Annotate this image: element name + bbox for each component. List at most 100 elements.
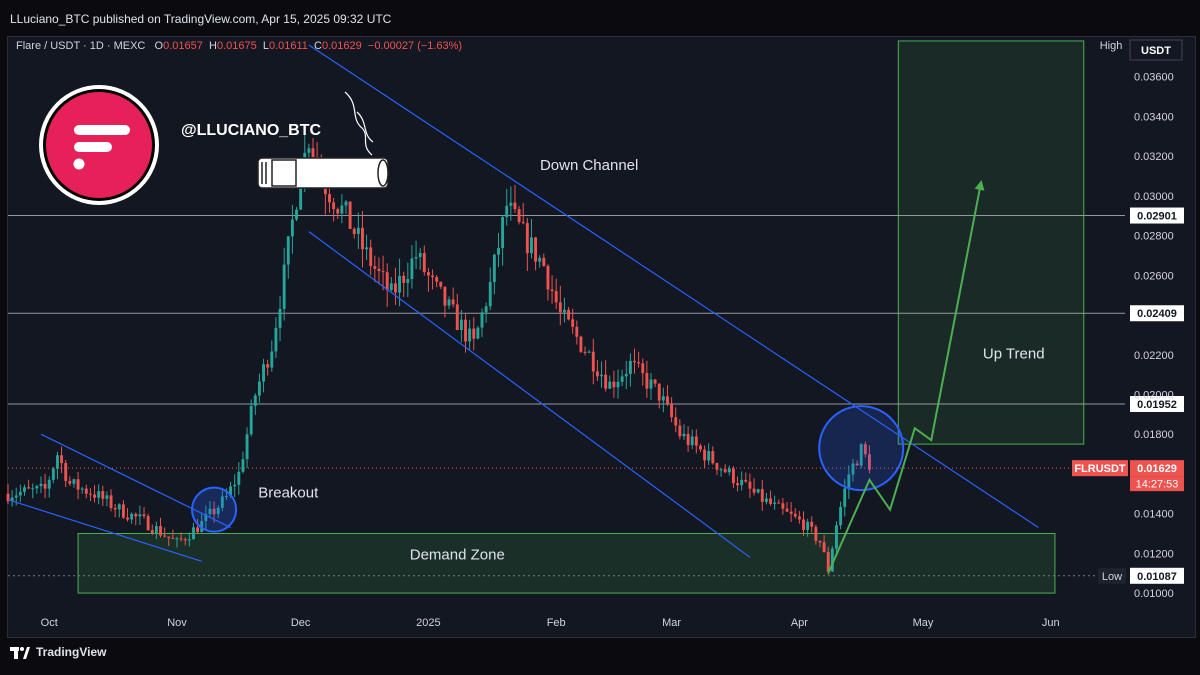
candle[interactable] (373, 255, 377, 283)
candle[interactable] (381, 255, 385, 291)
candle[interactable] (150, 524, 154, 536)
candle[interactable] (113, 504, 117, 518)
candle[interactable] (443, 286, 447, 318)
candle[interactable] (105, 491, 109, 507)
candle[interactable] (595, 360, 599, 381)
candle[interactable] (694, 429, 698, 454)
candle[interactable] (101, 485, 105, 506)
candle[interactable] (134, 512, 138, 526)
down-channel-upper-line[interactable] (308, 44, 1039, 529)
candle[interactable] (126, 508, 129, 522)
candle[interactable] (377, 257, 381, 285)
candle[interactable] (670, 397, 674, 423)
candle[interactable] (769, 490, 772, 506)
candle[interactable] (237, 462, 241, 495)
candle[interactable] (863, 441, 867, 458)
candle[interactable] (517, 205, 521, 225)
candle[interactable] (513, 184, 517, 213)
candle[interactable] (628, 353, 632, 387)
candle[interactable] (760, 480, 764, 511)
candle[interactable] (488, 267, 492, 311)
candle[interactable] (175, 536, 179, 548)
candle[interactable] (546, 264, 550, 301)
candle[interactable] (868, 445, 871, 474)
candle[interactable] (418, 247, 422, 270)
candle[interactable] (645, 360, 649, 398)
candle[interactable] (459, 309, 463, 343)
candle[interactable] (167, 536, 171, 546)
candle[interactable] (76, 471, 80, 500)
candle[interactable] (843, 479, 847, 517)
candle[interactable] (674, 407, 678, 433)
candle[interactable] (785, 501, 789, 513)
candle[interactable] (84, 484, 88, 499)
candle[interactable] (295, 206, 298, 222)
candle[interactable] (476, 326, 480, 340)
candle[interactable] (402, 271, 406, 298)
candle[interactable] (262, 358, 265, 393)
candle[interactable] (703, 445, 707, 468)
candle[interactable] (278, 295, 282, 342)
candle[interactable] (431, 269, 434, 290)
candle[interactable] (410, 245, 414, 289)
candle[interactable] (233, 474, 237, 498)
candle[interactable] (826, 546, 830, 575)
candle[interactable] (80, 486, 84, 494)
candle[interactable] (464, 314, 467, 353)
candle[interactable] (777, 499, 781, 504)
candle[interactable] (711, 446, 715, 465)
candle[interactable] (93, 485, 96, 503)
candle[interactable] (748, 473, 752, 499)
candle[interactable] (109, 489, 113, 512)
candle[interactable] (686, 426, 690, 452)
candle[interactable] (633, 348, 636, 374)
candle[interactable] (637, 351, 641, 368)
candle[interactable] (608, 375, 612, 390)
early-channel-upper-line[interactable] (40, 433, 231, 529)
candle[interactable] (385, 263, 389, 307)
candle[interactable] (468, 319, 472, 351)
candle[interactable] (781, 498, 785, 515)
candle[interactable] (666, 385, 669, 407)
candle[interactable] (550, 275, 554, 304)
candle[interactable] (257, 373, 261, 403)
candle[interactable] (47, 476, 51, 498)
candle[interactable] (130, 512, 134, 524)
candle[interactable] (835, 521, 838, 555)
candle[interactable] (179, 532, 183, 542)
candle[interactable] (822, 534, 826, 553)
candle[interactable] (521, 202, 525, 225)
candle[interactable] (23, 484, 26, 496)
candle[interactable] (183, 537, 187, 546)
candle[interactable] (509, 186, 513, 221)
candle[interactable] (847, 465, 851, 500)
candle[interactable] (163, 527, 167, 538)
candle[interactable] (719, 468, 723, 477)
candle[interactable] (472, 317, 476, 351)
candle[interactable] (365, 234, 369, 261)
candle[interactable] (492, 253, 496, 295)
candle[interactable] (501, 214, 505, 266)
candle[interactable] (344, 199, 348, 214)
down-channel-lower-line[interactable] (308, 231, 751, 558)
candle[interactable] (43, 474, 47, 499)
candle[interactable] (31, 483, 35, 499)
candle[interactable] (72, 478, 76, 488)
candle[interactable] (216, 505, 220, 519)
candle[interactable] (855, 460, 859, 466)
candle[interactable] (859, 442, 863, 469)
candle[interactable] (253, 393, 257, 415)
candle[interactable] (117, 503, 121, 518)
candle[interactable] (480, 308, 484, 338)
candle[interactable] (27, 479, 31, 490)
candle[interactable] (394, 267, 397, 305)
candle[interactable] (455, 293, 459, 331)
candle[interactable] (530, 218, 533, 259)
candle[interactable] (348, 201, 352, 230)
candle[interactable] (744, 472, 748, 483)
candle[interactable] (818, 540, 822, 548)
candle[interactable] (814, 524, 818, 545)
candle[interactable] (187, 532, 191, 547)
candle[interactable] (56, 451, 59, 480)
candle[interactable] (435, 275, 439, 288)
